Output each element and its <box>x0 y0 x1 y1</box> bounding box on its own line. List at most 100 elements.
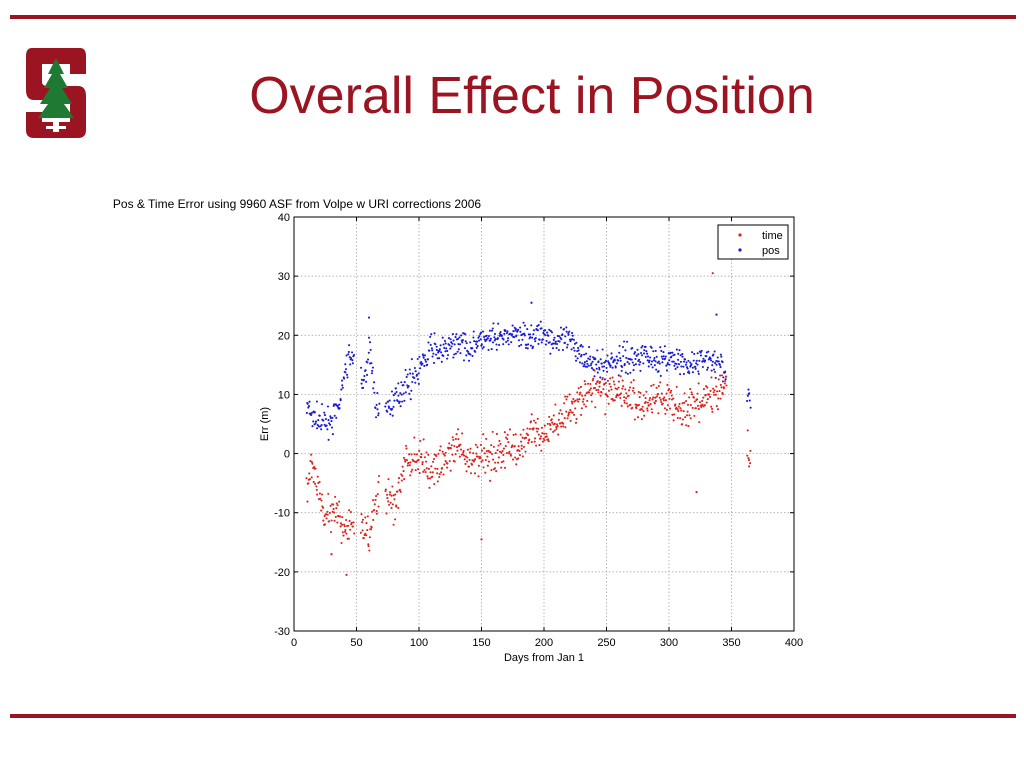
data-point-time <box>601 376 604 379</box>
data-point-time <box>628 386 632 389</box>
data-point-pos <box>648 359 651 362</box>
data-point-time <box>365 534 368 537</box>
data-point-time <box>306 500 309 503</box>
data-point-pos <box>502 338 505 341</box>
data-point-pos <box>670 355 673 358</box>
data-point-time <box>678 402 681 405</box>
data-point-pos <box>372 387 375 390</box>
data-point-pos <box>395 390 398 394</box>
data-point-pos <box>582 365 585 368</box>
data-point-time <box>318 480 321 483</box>
data-point-time <box>496 449 499 452</box>
data-point-pos <box>506 330 509 333</box>
data-point-time <box>468 451 472 454</box>
data-point-pos <box>348 344 351 347</box>
data-point-pos <box>408 368 411 371</box>
data-point-time <box>646 407 649 410</box>
data-point-pos <box>314 422 317 425</box>
data-point-pos <box>401 400 404 403</box>
data-point-time <box>328 520 331 523</box>
data-point-time <box>703 404 706 407</box>
data-point-time <box>579 385 583 389</box>
data-point-pos <box>660 355 663 358</box>
data-point-time <box>654 399 657 403</box>
data-point-pos <box>457 348 460 351</box>
data-point-time <box>500 466 503 469</box>
data-point-time <box>746 454 749 457</box>
data-point-pos <box>632 364 636 367</box>
data-point-time <box>535 444 538 447</box>
data-point-pos <box>370 372 374 375</box>
data-point-time <box>425 451 428 454</box>
data-point-pos <box>343 377 346 380</box>
data-point-pos <box>635 354 638 357</box>
data-point-pos <box>529 344 532 347</box>
data-point-time <box>593 369 596 372</box>
data-point-time <box>525 436 528 439</box>
data-point-time <box>463 454 466 457</box>
data-point-pos <box>438 357 441 360</box>
data-point-pos <box>661 357 664 360</box>
data-point-time <box>439 445 442 448</box>
data-point-time <box>319 497 322 500</box>
data-point-pos <box>660 349 663 353</box>
data-point-pos <box>612 361 615 364</box>
legend-marker-time <box>738 233 742 237</box>
data-point-pos <box>589 364 592 367</box>
data-point-time <box>723 382 726 385</box>
data-point-time <box>466 448 469 451</box>
data-point-pos <box>446 354 450 357</box>
data-point-time <box>489 451 492 454</box>
data-point-time <box>349 528 352 531</box>
data-point-pos <box>438 349 441 353</box>
data-point-pos <box>710 359 713 362</box>
data-point-time <box>388 503 391 506</box>
data-point-pos <box>584 365 587 368</box>
data-point-time <box>681 423 684 426</box>
data-point-time <box>400 473 403 476</box>
data-point-pos <box>344 371 347 374</box>
data-point-pos <box>599 358 602 361</box>
data-point-time <box>412 459 415 463</box>
data-point-time <box>405 447 408 450</box>
data-point-pos <box>659 374 662 377</box>
y-tick-label: 20 <box>278 330 290 342</box>
data-point-pos <box>674 367 677 371</box>
data-point-pos <box>623 362 626 366</box>
data-point-pos <box>434 343 437 346</box>
data-point-time <box>398 477 401 480</box>
data-point-pos <box>596 349 599 352</box>
data-point-pos <box>634 357 637 361</box>
data-point-time <box>370 526 373 529</box>
data-point-time <box>599 394 602 397</box>
data-point-pos <box>411 380 414 384</box>
y-axis-label: Err (m) <box>259 407 271 441</box>
data-point-pos <box>453 343 456 346</box>
data-point-pos <box>716 356 719 359</box>
data-point-time <box>557 418 560 421</box>
data-point-time <box>468 458 471 461</box>
data-point-time <box>323 515 326 518</box>
data-point-time <box>384 488 387 491</box>
data-point-time <box>340 541 343 545</box>
data-point-pos <box>320 423 323 427</box>
data-point-pos <box>542 331 545 334</box>
data-point-time <box>528 427 532 431</box>
data-point-time <box>338 500 341 503</box>
data-point-pos <box>479 338 482 341</box>
data-point-pos <box>572 346 575 349</box>
data-point-pos <box>697 370 700 373</box>
data-point-time <box>326 510 329 513</box>
data-point-pos <box>673 353 676 356</box>
data-point-time <box>704 393 707 397</box>
data-point-time <box>521 455 524 458</box>
data-point-pos <box>459 352 462 355</box>
data-point-pos <box>444 342 447 345</box>
data-point-pos <box>617 374 620 377</box>
data-point-time <box>653 402 656 405</box>
data-point-time <box>517 457 520 460</box>
data-point-time <box>665 392 668 395</box>
data-point-pos <box>414 381 417 384</box>
data-point-pos <box>443 339 447 343</box>
data-point-pos <box>663 345 666 348</box>
